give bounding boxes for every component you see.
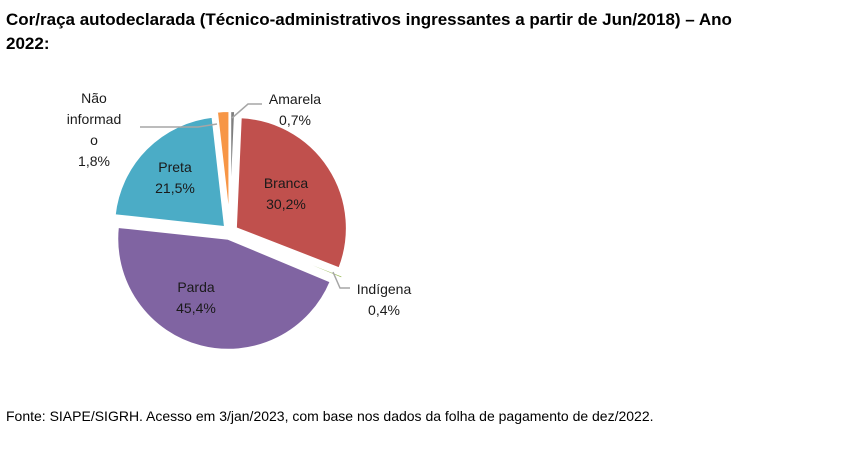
slice-labels: Amarela 0,7% Branca 30,2% Indígena 0,4% Parda 4… bbox=[67, 90, 412, 318]
slice-label-indigena: Indígena 0,4% bbox=[357, 281, 412, 318]
slice-value-label: 0,7% bbox=[279, 112, 311, 128]
pie-slice-nao-informado bbox=[215, 110, 231, 223]
slice-value-label: 21,5% bbox=[155, 180, 195, 196]
leader-line-nao-informado bbox=[140, 123, 218, 128]
slice-value-label: 45,4% bbox=[176, 300, 216, 316]
pie-slice-preta bbox=[113, 115, 227, 229]
slice-label-parda: Parda 45,4% bbox=[176, 279, 216, 316]
leader-lines bbox=[140, 103, 350, 289]
pie-slice-parda bbox=[116, 225, 332, 351]
slice-label-amarela: Amarela 0,7% bbox=[269, 91, 321, 128]
chart-title-line-1: Cor/raça autodeclarada (Técnico-administ… bbox=[6, 10, 732, 29]
chart-title: Cor/raça autodeclarada (Técnico-administ… bbox=[6, 8, 850, 56]
slice-category-label: Branca bbox=[264, 175, 309, 191]
slice-label-nao-informado: Não informad o 1,8% bbox=[67, 90, 121, 169]
slice-category-label: Parda bbox=[177, 279, 215, 295]
slice-value-label: 30,2% bbox=[266, 196, 306, 212]
pie-slice-branca bbox=[234, 116, 348, 270]
slice-value-label: 0,4% bbox=[368, 302, 400, 318]
pie-slice-amarela bbox=[229, 109, 237, 223]
slice-value-label: 1,8% bbox=[78, 153, 110, 169]
pie-slice-indigena bbox=[238, 234, 345, 280]
slice-label-branca: Branca 30,2% bbox=[264, 175, 309, 212]
slice-category-label: Amarela bbox=[269, 91, 321, 107]
source-note: Fonte: SIAPE/SIGRH. Acesso em 3/jan/2023… bbox=[6, 408, 654, 424]
slice-category-label: informad bbox=[67, 111, 121, 127]
slice-category-label: Preta bbox=[158, 159, 192, 175]
chart-title-line-2: 2022: bbox=[6, 34, 50, 53]
leader-line-amarela bbox=[231, 103, 262, 119]
slice-category-label: Indígena bbox=[357, 281, 412, 297]
pie-slices bbox=[113, 109, 348, 351]
slice-label-preta: Preta 21,5% bbox=[155, 159, 195, 196]
leader-line-indigena bbox=[332, 271, 350, 289]
slice-category-label: o bbox=[90, 132, 98, 148]
slice-category-label: Não bbox=[81, 90, 107, 106]
pie-chart: Amarela 0,7% Branca 30,2% Indígena 0,4% Parda 4… bbox=[67, 90, 412, 351]
